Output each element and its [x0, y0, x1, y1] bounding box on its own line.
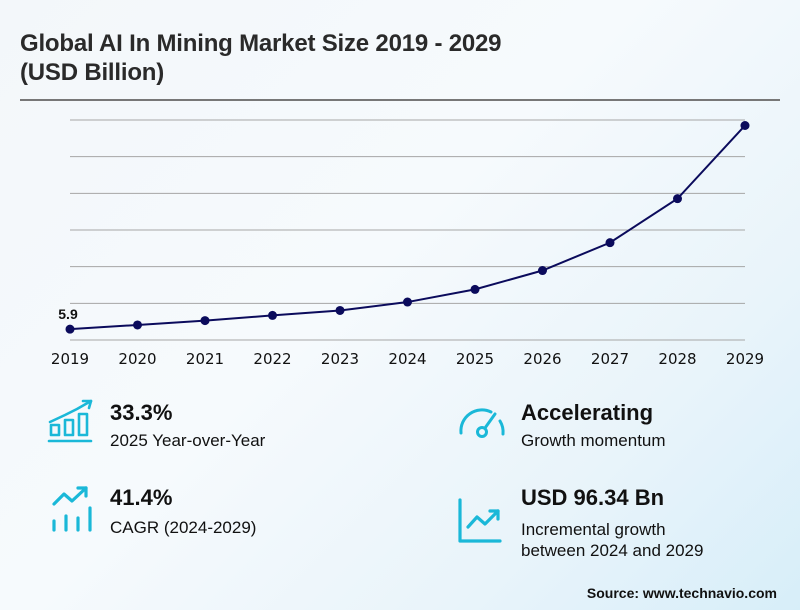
data-point-2020	[133, 320, 142, 330]
data-point-2029	[740, 121, 750, 130]
title-divider	[20, 99, 780, 101]
x-tick-label-2026: 2026	[523, 350, 561, 368]
x-tick-label-2023: 2023	[321, 350, 359, 368]
kpi-yoy-label: 2025 Year-over-Year	[110, 431, 266, 450]
data-point-2023	[335, 305, 345, 315]
kpi-incremental-value: USD 96.34 Bn	[521, 485, 665, 510]
x-tick-label-2028: 2028	[658, 350, 696, 368]
kpi-yoy-value: 33.3%	[110, 400, 173, 425]
chart-title-line2: (USD Billion)	[20, 59, 165, 86]
kpi-cagr-value: 41.4%	[110, 485, 173, 510]
x-tick-label-2024: 2024	[388, 350, 426, 368]
x-tick-label-2029: 2029	[726, 350, 764, 368]
line-chart: 2019 2020 2021 2022 2023 2024 2025 2026 2027 2028…	[51, 119, 764, 368]
data-point-2028	[673, 194, 682, 204]
data-point-2019	[65, 324, 75, 334]
speedometer-icon	[459, 408, 505, 438]
data-point-2024	[403, 297, 412, 307]
data-point-2025	[470, 284, 480, 294]
kpi-momentum-value: Accelerating	[521, 400, 654, 425]
kpi-incremental-label-line2: between 2024 and 2029	[521, 541, 704, 560]
kpi-momentum-label: Growth momentum	[521, 431, 666, 450]
kpi-cagr-label: CAGR (2024-2029)	[110, 518, 257, 537]
data-point-2022	[268, 310, 277, 320]
x-tick-label-2019: 2019	[51, 350, 89, 368]
gridlines	[70, 119, 745, 341]
x-tick-label-2020: 2020	[118, 350, 156, 368]
chart-title-line1: Global AI In Mining Market Size 2019 - 2…	[20, 30, 502, 57]
chart-title: Global AI In Mining Market Size 2019 - 2…	[20, 29, 720, 87]
data-point-2026	[538, 266, 547, 276]
x-tick-label-2022: 2022	[253, 350, 291, 368]
data-label-2019: 5.9	[58, 306, 78, 322]
x-tick-label-2027: 2027	[591, 350, 629, 368]
data-labels: 5.9	[58, 306, 78, 322]
x-tick-label-2021: 2021	[186, 350, 224, 368]
trend-up-bars-icon	[52, 486, 92, 532]
x-axis-tick-labels: 2019 2020 2021 2022 2023 2024 2025 2026 2027 2028…	[51, 350, 764, 368]
kpi-incremental-label: Incremental growth between 2024 and 2029	[521, 519, 703, 561]
source-credit: Source: www.technavio.com	[586, 585, 777, 601]
bar-chart-growth-icon	[47, 399, 93, 443]
data-points	[65, 121, 750, 334]
data-point-2027	[605, 238, 615, 248]
x-tick-label-2025: 2025	[456, 350, 494, 368]
data-point-2021	[200, 316, 210, 326]
kpi-incremental-label-line1: Incremental growth	[521, 520, 666, 539]
line-chart-up-icon	[458, 498, 502, 543]
